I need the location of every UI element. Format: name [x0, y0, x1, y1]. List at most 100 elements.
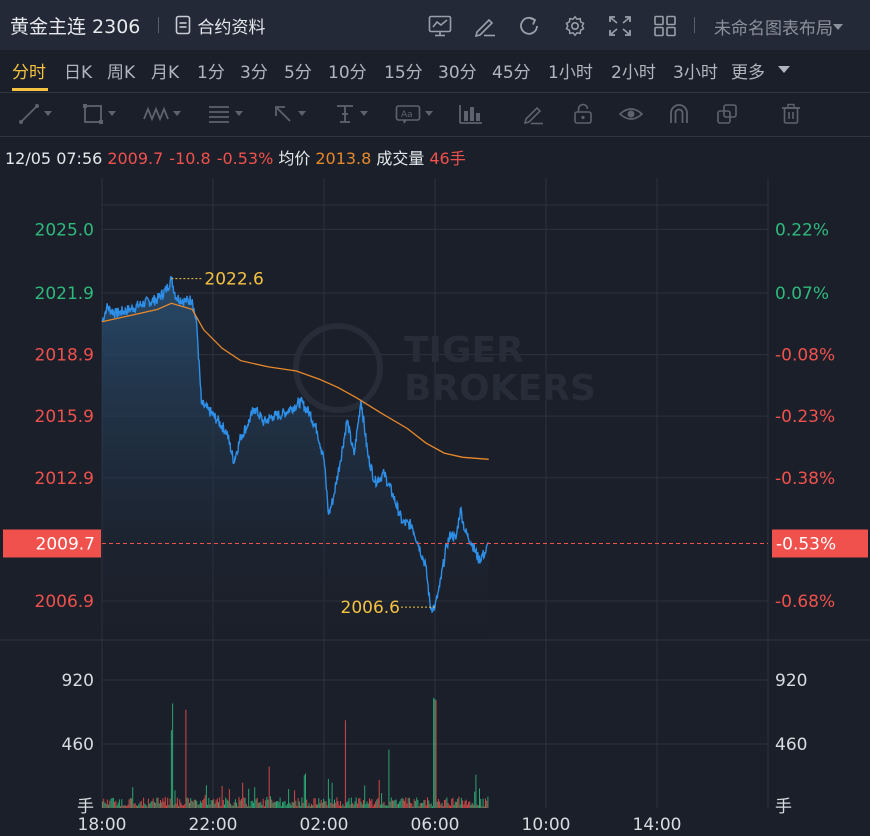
more-caret-icon[interactable]	[778, 66, 790, 74]
time-axis-label: 14:00	[633, 815, 682, 835]
period-tab-0[interactable]: 分时	[12, 63, 46, 83]
volume-bar	[407, 798, 409, 808]
volume-bar	[307, 805, 309, 808]
volume-bar	[254, 787, 256, 808]
volume-bar	[272, 802, 274, 808]
period-tab-5[interactable]: 3分	[240, 63, 268, 83]
volume-bar	[446, 797, 448, 808]
volume-bar	[379, 804, 381, 808]
period-tab-2[interactable]: 周K	[107, 63, 136, 83]
volume-bar	[143, 797, 145, 808]
volume-bar	[263, 806, 265, 808]
volume-bar	[367, 803, 369, 808]
period-tab-8[interactable]: 15分	[384, 63, 423, 83]
pattern-tool-icon[interactable]	[143, 101, 181, 127]
period-tab-11[interactable]: 1小时	[548, 63, 593, 83]
price-line[interactable]	[101, 276, 490, 614]
volume-bar	[406, 803, 408, 808]
volume-bar	[241, 798, 242, 808]
volume-bar	[448, 804, 450, 808]
volume-bar	[172, 703, 174, 808]
volume-bar	[208, 797, 210, 808]
volume-bar	[355, 797, 357, 808]
clone-icon[interactable]	[716, 101, 738, 127]
period-tabs: 分时 日K 周K 月K 1分 3分 5分 10分 15分 30分 45分 1小时 2小时 3小时 更多	[0, 50, 870, 93]
lock-icon[interactable]	[572, 101, 594, 127]
volume-bar	[216, 798, 218, 808]
price-axis-label: 2012.9	[35, 469, 94, 489]
volume-bar	[320, 799, 322, 808]
contract-info-button[interactable]: 合约资料	[175, 13, 265, 38]
period-tab-10[interactable]: 45分	[492, 63, 531, 83]
refresh-icon[interactable]	[518, 12, 563, 40]
volume-bar	[288, 789, 290, 808]
bar-pattern-tool-icon[interactable]	[458, 101, 484, 127]
arrow-tool-icon[interactable]	[272, 101, 306, 127]
period-tab-4[interactable]: 1分	[197, 63, 225, 83]
volume-bar	[338, 805, 340, 808]
volume-bar	[219, 797, 221, 808]
volume-bar	[221, 786, 223, 808]
pen-icon[interactable]	[523, 101, 545, 127]
volume-bar	[370, 800, 372, 808]
volume-bar	[425, 805, 427, 808]
volume-bar	[298, 801, 300, 808]
rectangle-tool-icon[interactable]	[82, 101, 116, 127]
eye-icon[interactable]	[619, 101, 643, 127]
line-tool-icon[interactable]	[18, 101, 52, 127]
volume-bar	[324, 801, 326, 808]
period-tab-9[interactable]: 30分	[438, 63, 477, 83]
avg-price-value: 2013.8	[315, 149, 372, 168]
trash-icon[interactable]	[780, 101, 802, 127]
volume-bar	[174, 790, 176, 808]
volume-bar	[315, 804, 317, 808]
volume-bar	[253, 802, 254, 808]
symbol-title[interactable]: 黄金主连 2306	[10, 15, 141, 38]
volume-bar	[102, 801, 103, 808]
volume-bar	[259, 802, 261, 808]
volume-bar	[389, 801, 391, 808]
volume-bar	[377, 798, 379, 808]
volume-bar	[404, 801, 406, 808]
draw-icon[interactable]	[473, 12, 518, 40]
volume-bar	[317, 804, 319, 808]
fib-tool-icon[interactable]	[207, 101, 243, 127]
layout-selector[interactable]: 未命名图表布局	[714, 14, 843, 39]
grid-layout-icon[interactable]	[653, 12, 698, 40]
price-axis-label: 2015.9	[35, 407, 94, 427]
volume-bar	[183, 805, 184, 808]
volume-bar	[249, 806, 251, 808]
indicator-icon[interactable]	[428, 12, 473, 40]
volume-bar	[318, 798, 320, 808]
text-tool-icon[interactable]: Aa	[395, 101, 433, 127]
period-tab-12[interactable]: 2小时	[611, 63, 656, 83]
volume-bar	[250, 801, 252, 808]
volume-bar	[255, 799, 257, 808]
volume-bar	[463, 804, 465, 808]
volume-bar	[460, 797, 462, 808]
magnet-icon[interactable]	[668, 101, 690, 127]
volume-bar	[162, 798, 164, 808]
period-tab-7[interactable]: 10分	[328, 63, 367, 83]
volume-bar	[238, 797, 240, 808]
period-tab-1[interactable]: 日K	[64, 63, 93, 83]
volume-bar	[381, 793, 383, 808]
volume-bar	[346, 802, 348, 808]
settings-icon[interactable]	[563, 12, 608, 40]
period-tab-14[interactable]: 更多	[731, 63, 765, 83]
measure-tool-icon[interactable]	[334, 101, 368, 127]
volume-bar	[356, 803, 358, 808]
volume-bar	[430, 803, 432, 808]
period-tab-13[interactable]: 3小时	[673, 63, 718, 83]
volume-bar	[196, 800, 198, 808]
volume-bar	[154, 802, 155, 808]
volume-bar	[453, 804, 455, 808]
period-tab-6[interactable]: 5分	[284, 63, 312, 83]
fullscreen-icon[interactable]	[608, 12, 653, 40]
volume-bar	[225, 797, 227, 808]
volume-bar	[462, 800, 464, 808]
volume-bar	[176, 797, 178, 808]
volume-bar	[133, 804, 135, 808]
period-tab-3[interactable]: 月K	[151, 63, 180, 83]
